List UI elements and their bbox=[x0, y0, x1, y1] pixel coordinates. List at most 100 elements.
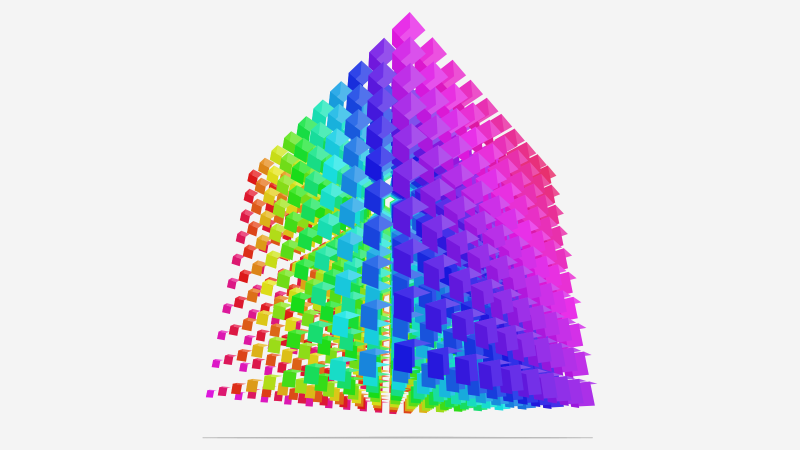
cube-point[interactable] bbox=[217, 386, 231, 397]
cube-point[interactable] bbox=[236, 349, 253, 362]
cube-point[interactable] bbox=[276, 174, 296, 196]
cube-point[interactable] bbox=[291, 357, 308, 371]
cube-point[interactable] bbox=[310, 281, 338, 307]
cube-point[interactable] bbox=[231, 382, 247, 395]
cube-point[interactable] bbox=[243, 188, 259, 204]
cube-point[interactable] bbox=[393, 285, 431, 324]
cube-point[interactable] bbox=[267, 336, 289, 354]
cube-point[interactable] bbox=[269, 323, 286, 338]
cube-point[interactable] bbox=[284, 211, 306, 234]
cube-point[interactable] bbox=[470, 278, 504, 314]
cube-point[interactable] bbox=[272, 301, 293, 321]
cube-point[interactable] bbox=[317, 213, 344, 241]
cube-point[interactable] bbox=[254, 177, 271, 195]
cube-point[interactable] bbox=[293, 137, 316, 163]
cube-point[interactable] bbox=[478, 359, 513, 391]
cube-point[interactable] bbox=[276, 269, 298, 290]
cube-point[interactable] bbox=[298, 342, 319, 360]
cube-point[interactable] bbox=[474, 317, 508, 350]
cube-point[interactable] bbox=[342, 136, 372, 171]
cube-point[interactable] bbox=[227, 277, 240, 290]
cube-point[interactable] bbox=[211, 359, 224, 368]
cube-point[interactable] bbox=[296, 116, 319, 143]
cube-point[interactable] bbox=[205, 389, 217, 398]
cube-point[interactable] bbox=[217, 330, 230, 341]
cube-point[interactable] bbox=[286, 329, 310, 350]
cube-point[interactable] bbox=[280, 239, 302, 261]
cube-point[interactable] bbox=[279, 152, 300, 175]
cube-point[interactable] bbox=[255, 234, 273, 252]
cube-point[interactable] bbox=[223, 354, 238, 365]
cube-point[interactable] bbox=[314, 245, 341, 273]
cube-point[interactable] bbox=[336, 231, 366, 263]
cube-point[interactable] bbox=[251, 343, 270, 358]
cube-point[interactable] bbox=[454, 353, 490, 386]
cube-point[interactable] bbox=[360, 299, 394, 332]
cube-point[interactable] bbox=[393, 196, 430, 238]
cube-point[interactable] bbox=[269, 223, 288, 243]
cube-point[interactable] bbox=[425, 298, 461, 334]
cube-point[interactable] bbox=[307, 320, 334, 344]
cube-point[interactable] bbox=[281, 369, 305, 388]
cube-point[interactable] bbox=[265, 250, 284, 269]
cube-point[interactable] bbox=[306, 145, 331, 173]
cube-point[interactable] bbox=[451, 308, 487, 343]
cube-point[interactable] bbox=[319, 182, 346, 212]
cube-point[interactable] bbox=[239, 209, 255, 224]
cube-point[interactable] bbox=[260, 279, 280, 297]
cube-point[interactable] bbox=[258, 157, 275, 176]
cube-point[interactable] bbox=[233, 296, 249, 309]
cube-point[interactable] bbox=[251, 198, 267, 216]
cube-point[interactable] bbox=[246, 288, 263, 303]
cube-point[interactable] bbox=[427, 346, 464, 381]
cube-point[interactable] bbox=[294, 258, 318, 282]
cube-point[interactable] bbox=[243, 335, 257, 346]
cube-point[interactable] bbox=[259, 210, 277, 228]
cube-point[interactable] bbox=[222, 303, 235, 314]
cube-point[interactable] bbox=[228, 324, 243, 336]
cube-point[interactable] bbox=[364, 178, 397, 217]
cube-point[interactable] bbox=[485, 255, 518, 290]
cube-point[interactable] bbox=[235, 230, 250, 245]
cube-point[interactable] bbox=[266, 165, 285, 186]
cube-point[interactable] bbox=[269, 145, 288, 166]
cube-point[interactable] bbox=[392, 157, 429, 202]
cube-point[interactable] bbox=[282, 131, 303, 155]
cube-point[interactable] bbox=[277, 361, 292, 374]
cube-point[interactable] bbox=[262, 374, 283, 391]
cube-point[interactable] bbox=[309, 121, 334, 151]
cube-point[interactable] bbox=[331, 310, 362, 338]
cube-point[interactable] bbox=[265, 353, 282, 367]
cube-point[interactable] bbox=[324, 128, 351, 160]
cube-point[interactable] bbox=[423, 254, 459, 292]
cube-point[interactable] bbox=[290, 160, 313, 185]
cube-point[interactable] bbox=[362, 215, 396, 251]
cube-point[interactable] bbox=[272, 198, 292, 219]
cube-point[interactable] bbox=[245, 378, 264, 393]
cube-point[interactable] bbox=[393, 238, 430, 279]
cube-point[interactable] bbox=[341, 165, 370, 199]
cube-point[interactable] bbox=[365, 145, 397, 185]
cube-point[interactable] bbox=[392, 123, 428, 168]
cube-point[interactable] bbox=[322, 154, 349, 185]
cube-point[interactable] bbox=[498, 364, 532, 395]
cube-point[interactable] bbox=[303, 363, 330, 385]
cube-point[interactable] bbox=[238, 269, 254, 284]
cube-point[interactable] bbox=[297, 226, 322, 252]
cube-point[interactable] bbox=[489, 288, 523, 322]
cube-point[interactable] bbox=[256, 310, 275, 327]
cube-point[interactable] bbox=[287, 185, 309, 209]
cube-point[interactable] bbox=[341, 291, 367, 316]
cube-point[interactable] bbox=[281, 348, 299, 364]
cube-point[interactable] bbox=[300, 197, 325, 224]
cube-point[interactable] bbox=[251, 260, 268, 277]
cube-point[interactable] bbox=[339, 197, 368, 230]
cube-point[interactable] bbox=[297, 392, 312, 404]
cube-point[interactable] bbox=[304, 170, 328, 198]
cube-point[interactable] bbox=[448, 267, 483, 304]
cube-point[interactable] bbox=[242, 244, 259, 260]
cube-point[interactable] bbox=[263, 187, 281, 206]
cube-point[interactable] bbox=[446, 229, 480, 268]
cube-point[interactable] bbox=[358, 348, 393, 378]
